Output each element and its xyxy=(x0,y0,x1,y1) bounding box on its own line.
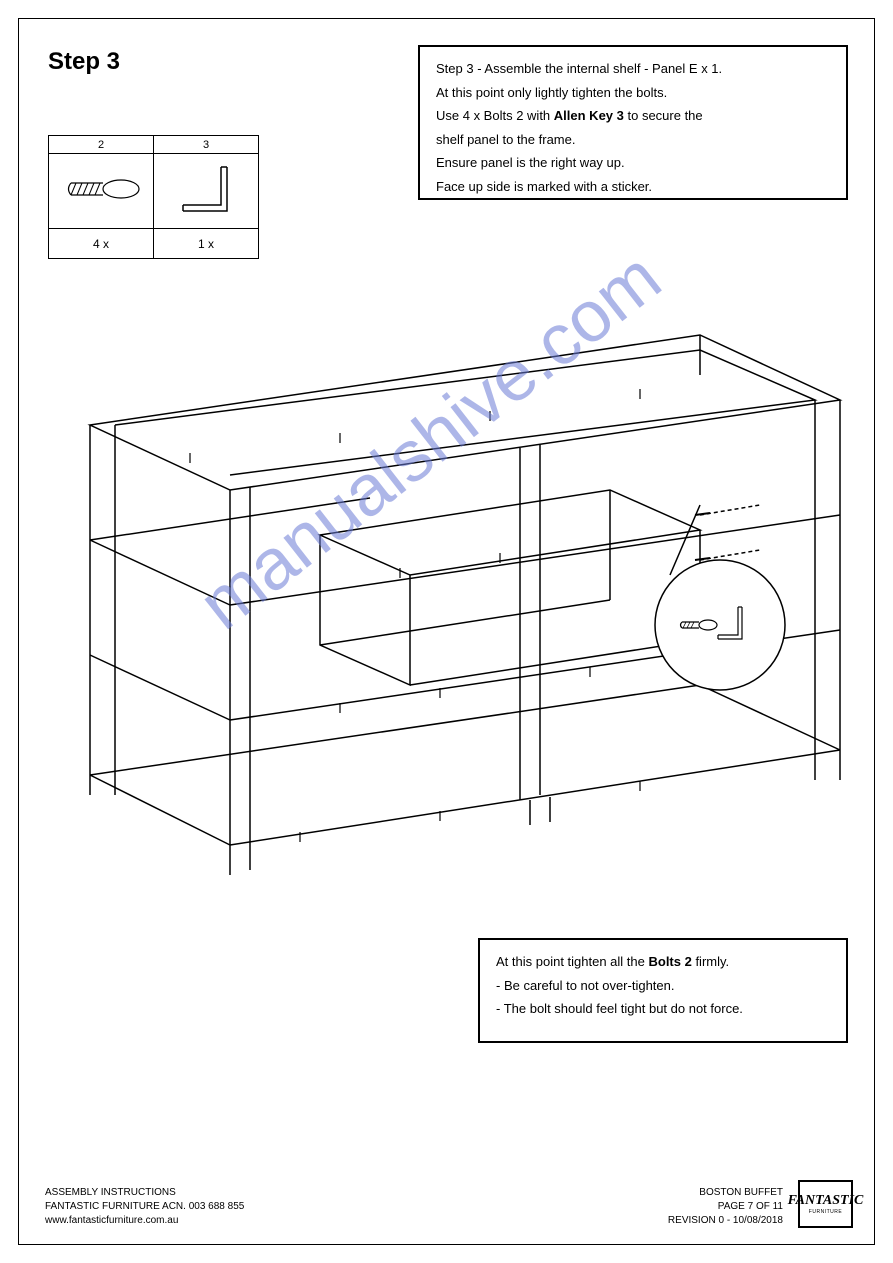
hardware-table: 2 3 4 x 1 x xyxy=(48,135,259,259)
logo-sub: FURNITURE xyxy=(809,1209,842,1215)
footer-left-2: FANTASTIC FURNITURE ACN. 003 688 855 xyxy=(45,1200,244,1214)
tighten-line-2: - Be careful to not over-tighten. xyxy=(496,976,830,996)
hardware-image-allenkey xyxy=(154,154,259,229)
footer-left: ASSEMBLY INSTRUCTIONS FANTASTIC FURNITUR… xyxy=(45,1186,244,1228)
logo-main: FANTASTIC xyxy=(788,1193,864,1209)
hardware-header-2: 3 xyxy=(154,136,259,154)
footer-left-1: ASSEMBLY INSTRUCTIONS xyxy=(45,1186,244,1200)
allen-key-icon xyxy=(161,159,251,219)
instruction-line-5: Ensure panel is the right way up. xyxy=(436,153,830,173)
tighten-line-1: At this point tighten all the Bolts 2 fi… xyxy=(496,952,830,972)
tighten-1a: At this point tighten all the xyxy=(496,954,648,969)
instruction-line-4: shelf panel to the frame. xyxy=(436,130,830,150)
instruction-3b: Allen Key 3 xyxy=(554,108,624,123)
footer-right-3: REVISION 0 - 10/08/2018 xyxy=(668,1214,783,1228)
tighten-1b: Bolts 2 xyxy=(648,954,691,969)
instruction-3c: to secure the xyxy=(624,108,703,123)
assembly-diagram xyxy=(40,305,850,905)
tighten-1c: firmly. xyxy=(692,954,729,969)
instruction-line-2: At this point only lightly tighten the b… xyxy=(436,83,830,103)
instruction-line-6: Face up side is marked with a sticker. xyxy=(436,177,830,197)
footer-right: BOSTON BUFFET PAGE 7 OF 11 REVISION 0 - … xyxy=(668,1186,783,1228)
hardware-qty-2: 1 x xyxy=(154,229,259,259)
instruction-box: Step 3 - Assemble the internal shelf - P… xyxy=(418,45,848,200)
step-label: Step 3 xyxy=(48,48,120,76)
bolt-icon xyxy=(56,169,146,209)
instruction-line-3: Use 4 x Bolts 2 with Allen Key 3 to secu… xyxy=(436,106,830,126)
footer-right-1: BOSTON BUFFET xyxy=(668,1186,783,1200)
tighten-instruction-box: At this point tighten all the Bolts 2 fi… xyxy=(478,938,848,1043)
hardware-header-1: 2 xyxy=(49,136,154,154)
brand-logo: FANTASTIC FURNITURE xyxy=(798,1180,853,1228)
tighten-line-3: - The bolt should feel tight but do not … xyxy=(496,999,830,1019)
hardware-image-bolt xyxy=(49,154,154,229)
footer-left-3: www.fantasticfurniture.com.au xyxy=(45,1214,244,1228)
instruction-3a: Use 4 x Bolts 2 with xyxy=(436,108,554,123)
footer-right-2: PAGE 7 OF 11 xyxy=(668,1200,783,1214)
hardware-qty-1: 4 x xyxy=(49,229,154,259)
instruction-line-1: Step 3 - Assemble the internal shelf - P… xyxy=(436,59,830,79)
